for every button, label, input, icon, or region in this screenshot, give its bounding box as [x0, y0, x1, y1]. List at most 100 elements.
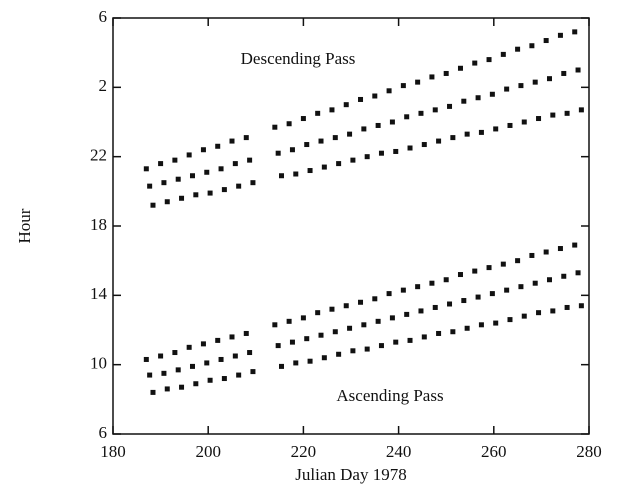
point	[572, 242, 578, 248]
point	[150, 202, 156, 208]
point	[158, 161, 164, 167]
point	[236, 183, 242, 189]
x-tick-label: 180	[100, 442, 126, 461]
point	[318, 332, 324, 338]
point	[158, 353, 164, 359]
point	[161, 370, 167, 376]
point	[415, 284, 421, 290]
point	[521, 119, 527, 125]
point	[215, 143, 221, 149]
point	[221, 187, 227, 193]
point	[272, 124, 278, 130]
point	[578, 303, 584, 309]
point	[175, 176, 181, 182]
x-axis-label: Julian Day 1978	[295, 465, 406, 484]
point	[400, 83, 406, 89]
point	[200, 147, 206, 153]
point	[443, 277, 449, 283]
point	[447, 103, 453, 109]
point	[378, 150, 384, 156]
point	[336, 161, 342, 167]
point	[378, 343, 384, 349]
point	[193, 381, 199, 387]
point	[400, 287, 406, 293]
point	[393, 148, 399, 154]
point	[300, 315, 306, 321]
point	[364, 346, 370, 352]
point	[550, 308, 556, 314]
point	[215, 337, 221, 343]
point	[286, 121, 292, 127]
point	[229, 138, 235, 144]
point	[518, 83, 524, 89]
point	[500, 261, 506, 267]
x-tick-label: 260	[481, 442, 507, 461]
point	[150, 389, 156, 395]
point	[343, 102, 349, 108]
point	[457, 65, 463, 71]
point	[293, 171, 299, 177]
point	[307, 358, 313, 364]
point	[543, 38, 549, 44]
point	[304, 142, 310, 148]
point	[532, 79, 538, 85]
point	[243, 135, 249, 141]
point	[358, 96, 364, 102]
point	[457, 272, 463, 278]
point	[247, 350, 253, 356]
point	[450, 329, 456, 335]
point	[557, 32, 563, 38]
point	[204, 360, 210, 366]
point	[529, 252, 535, 258]
point	[293, 360, 299, 366]
point	[515, 258, 521, 264]
point	[493, 320, 499, 326]
y-axis-label: Hour	[15, 208, 34, 243]
point	[561, 273, 567, 279]
y-tick-label: 22	[90, 146, 107, 165]
point	[247, 157, 253, 163]
point	[564, 110, 570, 116]
point	[307, 168, 313, 174]
x-tick-label: 280	[576, 442, 602, 461]
point	[461, 298, 467, 304]
point	[507, 317, 513, 323]
point	[329, 107, 335, 113]
point	[429, 280, 435, 286]
point	[329, 306, 335, 312]
point	[504, 86, 510, 92]
annotation: Descending Pass	[241, 49, 356, 68]
point	[179, 384, 185, 390]
point	[232, 353, 238, 359]
point	[578, 107, 584, 113]
point	[350, 157, 356, 163]
point	[386, 291, 392, 297]
point	[275, 343, 281, 349]
point	[389, 119, 395, 125]
point	[489, 91, 495, 97]
point	[407, 145, 413, 151]
point	[347, 325, 353, 331]
point	[221, 376, 227, 382]
point	[436, 330, 442, 336]
annotation: Ascending Pass	[336, 386, 443, 405]
point	[332, 135, 338, 141]
point	[389, 315, 395, 321]
y-tick-label: 10	[90, 354, 107, 373]
point	[175, 367, 181, 373]
y-tick-label: 2	[99, 76, 108, 95]
y-tick-label: 14	[90, 284, 108, 303]
point	[361, 322, 367, 328]
point	[164, 386, 170, 392]
point	[204, 169, 210, 175]
point	[375, 122, 381, 128]
point	[207, 377, 213, 383]
point	[289, 339, 295, 345]
point	[418, 308, 424, 314]
point	[475, 95, 481, 101]
point	[561, 70, 567, 76]
point	[147, 183, 153, 189]
point	[475, 294, 481, 300]
point	[432, 107, 438, 113]
